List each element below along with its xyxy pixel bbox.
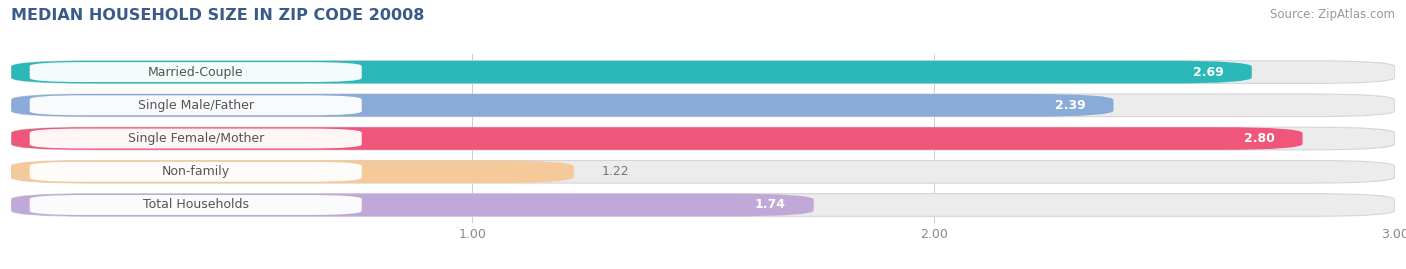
Text: Married-Couple: Married-Couple xyxy=(148,66,243,79)
FancyBboxPatch shape xyxy=(11,61,1251,83)
FancyBboxPatch shape xyxy=(11,94,1114,116)
FancyBboxPatch shape xyxy=(11,127,1302,150)
Text: 2.39: 2.39 xyxy=(1054,99,1085,112)
FancyBboxPatch shape xyxy=(11,194,1395,216)
Text: Total Households: Total Households xyxy=(143,199,249,211)
FancyBboxPatch shape xyxy=(11,94,1395,116)
FancyBboxPatch shape xyxy=(11,161,1395,183)
FancyBboxPatch shape xyxy=(11,127,1395,150)
FancyBboxPatch shape xyxy=(30,162,361,182)
Text: 1.74: 1.74 xyxy=(755,199,786,211)
FancyBboxPatch shape xyxy=(30,95,361,115)
FancyBboxPatch shape xyxy=(30,62,361,82)
Text: Single Female/Mother: Single Female/Mother xyxy=(128,132,264,145)
FancyBboxPatch shape xyxy=(30,195,361,215)
FancyBboxPatch shape xyxy=(30,129,361,148)
Text: 1.22: 1.22 xyxy=(602,165,628,178)
Text: Single Male/Father: Single Male/Father xyxy=(138,99,253,112)
FancyBboxPatch shape xyxy=(11,194,814,216)
FancyBboxPatch shape xyxy=(11,61,1395,83)
Text: 2.69: 2.69 xyxy=(1194,66,1225,79)
Text: Non-family: Non-family xyxy=(162,165,229,178)
FancyBboxPatch shape xyxy=(11,161,574,183)
Text: 2.80: 2.80 xyxy=(1244,132,1275,145)
Text: MEDIAN HOUSEHOLD SIZE IN ZIP CODE 20008: MEDIAN HOUSEHOLD SIZE IN ZIP CODE 20008 xyxy=(11,8,425,23)
Text: Source: ZipAtlas.com: Source: ZipAtlas.com xyxy=(1270,8,1395,21)
